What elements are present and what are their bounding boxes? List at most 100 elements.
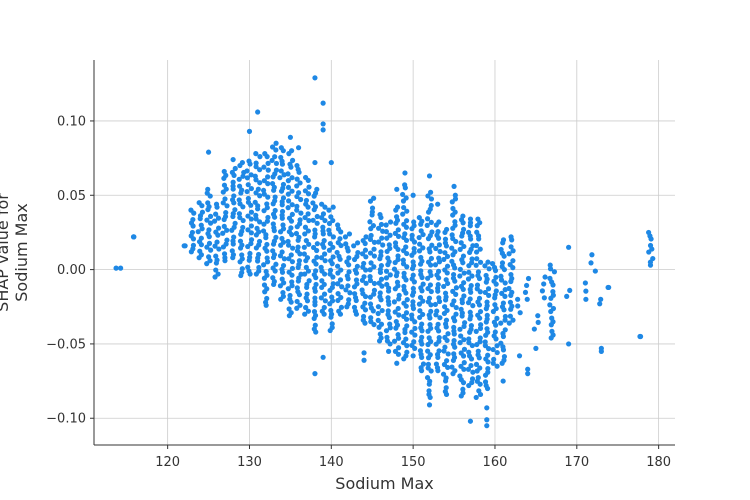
data-point <box>237 214 243 221</box>
data-point <box>517 310 523 316</box>
x-tick-label: 160 <box>483 455 508 470</box>
data-point <box>239 269 245 276</box>
data-point <box>482 379 489 385</box>
data-point <box>304 281 310 288</box>
data-point <box>118 265 124 271</box>
data-point <box>360 237 366 244</box>
data-point <box>426 246 432 252</box>
data-point <box>345 283 351 289</box>
data-point <box>286 198 292 204</box>
data-point <box>368 319 374 325</box>
data-point <box>204 244 210 250</box>
data-point <box>434 308 440 314</box>
data-point <box>426 295 433 301</box>
data-point <box>361 357 367 363</box>
data-point <box>199 209 206 215</box>
data-point <box>302 224 309 230</box>
data-point <box>466 340 472 346</box>
data-point <box>475 312 481 318</box>
data-point <box>256 264 262 271</box>
data-point <box>290 245 296 251</box>
data-point <box>461 360 467 366</box>
data-point <box>285 286 291 292</box>
data-point <box>567 287 573 294</box>
data-point <box>263 232 269 238</box>
data-point <box>416 214 422 221</box>
data-point <box>265 214 271 221</box>
data-point <box>467 309 473 315</box>
data-point <box>443 385 449 391</box>
data-point <box>303 264 309 270</box>
data-point <box>270 265 276 271</box>
data-point <box>441 283 447 290</box>
data-point <box>322 204 328 210</box>
data-point <box>206 240 213 246</box>
data-point <box>378 321 385 327</box>
data-point <box>294 248 301 254</box>
data-point <box>252 173 258 179</box>
data-point <box>436 348 442 354</box>
y-tick-label: 0.00 <box>57 263 86 278</box>
data-point <box>330 204 336 210</box>
data-point <box>419 334 425 340</box>
data-point <box>375 225 382 231</box>
data-point <box>491 356 497 362</box>
data-point <box>502 280 508 286</box>
data-point <box>392 309 398 315</box>
data-point <box>507 262 513 268</box>
data-point <box>457 273 463 279</box>
data-point <box>367 267 373 273</box>
data-point <box>458 350 464 356</box>
data-point <box>327 258 334 264</box>
data-point <box>377 290 383 296</box>
data-point <box>278 145 284 151</box>
data-point <box>344 273 350 279</box>
data-point <box>264 201 270 207</box>
data-point <box>278 154 284 161</box>
data-point <box>367 294 373 300</box>
data-point <box>427 352 433 358</box>
data-point <box>304 291 310 297</box>
data-point <box>449 258 455 264</box>
data-point <box>433 361 440 367</box>
data-point <box>245 227 251 233</box>
data-point <box>265 181 271 187</box>
data-point <box>427 282 434 288</box>
data-point <box>352 291 358 297</box>
data-point <box>215 215 222 221</box>
data-point <box>303 304 309 311</box>
data-point <box>213 211 219 217</box>
data-point <box>318 264 324 270</box>
data-point <box>281 172 287 178</box>
data-point <box>510 258 516 264</box>
data-point <box>320 121 326 127</box>
data-point <box>486 292 492 299</box>
data-point <box>452 368 458 374</box>
data-point <box>244 188 250 195</box>
data-point <box>353 277 360 283</box>
data-point <box>598 348 604 354</box>
data-point <box>320 100 326 106</box>
data-point <box>289 188 295 194</box>
data-point <box>330 234 336 240</box>
data-point <box>335 222 341 228</box>
data-point <box>385 348 392 354</box>
data-point <box>550 289 556 295</box>
data-point <box>508 271 514 278</box>
data-point <box>338 304 345 310</box>
data-point <box>289 202 295 208</box>
data-point <box>318 255 325 261</box>
data-point <box>482 343 488 349</box>
data-point <box>346 255 352 261</box>
data-point <box>650 255 656 262</box>
data-point <box>312 227 318 233</box>
data-point <box>301 244 307 250</box>
data-point <box>420 361 427 367</box>
data-point <box>428 196 435 202</box>
data-point <box>252 199 258 205</box>
data-point <box>401 313 407 319</box>
data-point <box>318 295 324 301</box>
data-point <box>216 225 222 231</box>
data-point <box>294 285 300 291</box>
data-point <box>221 251 228 257</box>
